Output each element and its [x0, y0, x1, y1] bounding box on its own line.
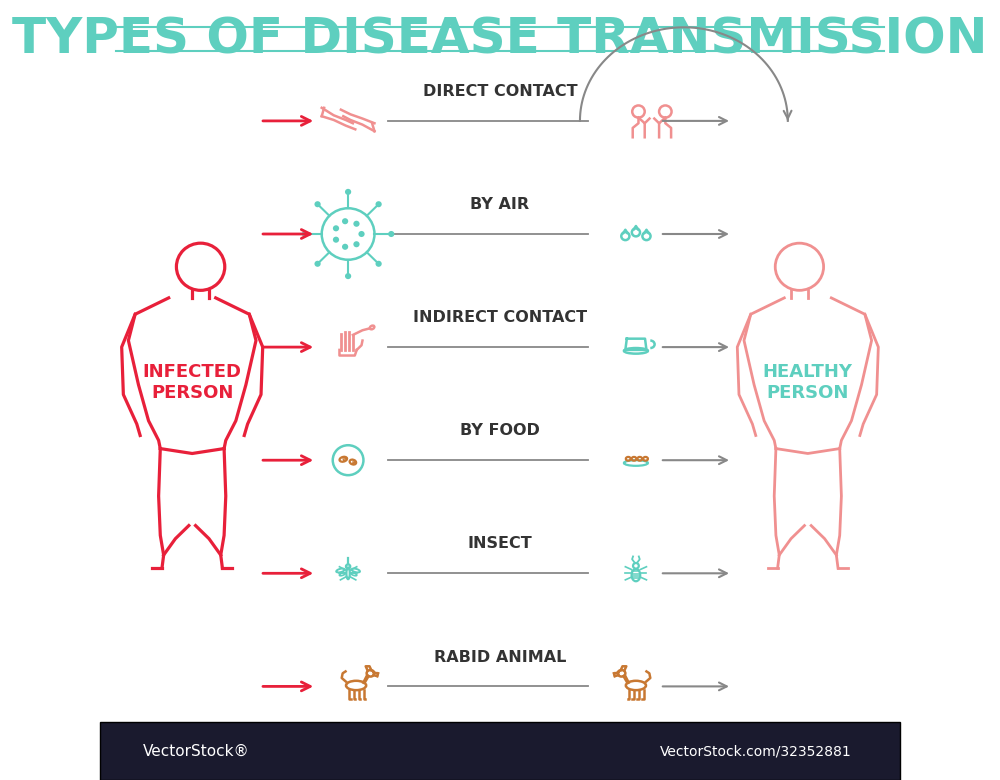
Text: VectorStock®: VectorStock®: [143, 743, 250, 759]
Circle shape: [302, 231, 308, 237]
Text: BY AIR: BY AIR: [470, 197, 530, 212]
Circle shape: [353, 241, 360, 247]
Circle shape: [314, 201, 321, 207]
Circle shape: [388, 231, 394, 237]
Text: VectorStock.com/32352881: VectorStock.com/32352881: [660, 744, 852, 758]
Text: RABID ANIMAL: RABID ANIMAL: [434, 650, 566, 665]
Text: BY FOOD: BY FOOD: [460, 424, 540, 438]
Circle shape: [345, 189, 351, 195]
Circle shape: [358, 231, 365, 237]
Circle shape: [376, 201, 382, 207]
Circle shape: [314, 261, 321, 267]
Text: INFECTED
PERSON: INFECTED PERSON: [143, 363, 242, 402]
Circle shape: [342, 218, 348, 225]
Text: INSECT: INSECT: [468, 537, 532, 551]
Circle shape: [345, 273, 351, 279]
Circle shape: [333, 225, 339, 232]
Text: DIRECT CONTACT: DIRECT CONTACT: [423, 84, 577, 99]
Circle shape: [376, 261, 382, 267]
Text: HEALTHY
PERSON: HEALTHY PERSON: [763, 363, 853, 402]
Text: TYPES OF DISEASE TRANSMISSION: TYPES OF DISEASE TRANSMISSION: [12, 15, 988, 63]
Text: INDIRECT CONTACT: INDIRECT CONTACT: [413, 310, 587, 325]
Circle shape: [342, 243, 348, 250]
Circle shape: [333, 236, 339, 243]
FancyBboxPatch shape: [100, 722, 900, 780]
Circle shape: [353, 221, 360, 227]
